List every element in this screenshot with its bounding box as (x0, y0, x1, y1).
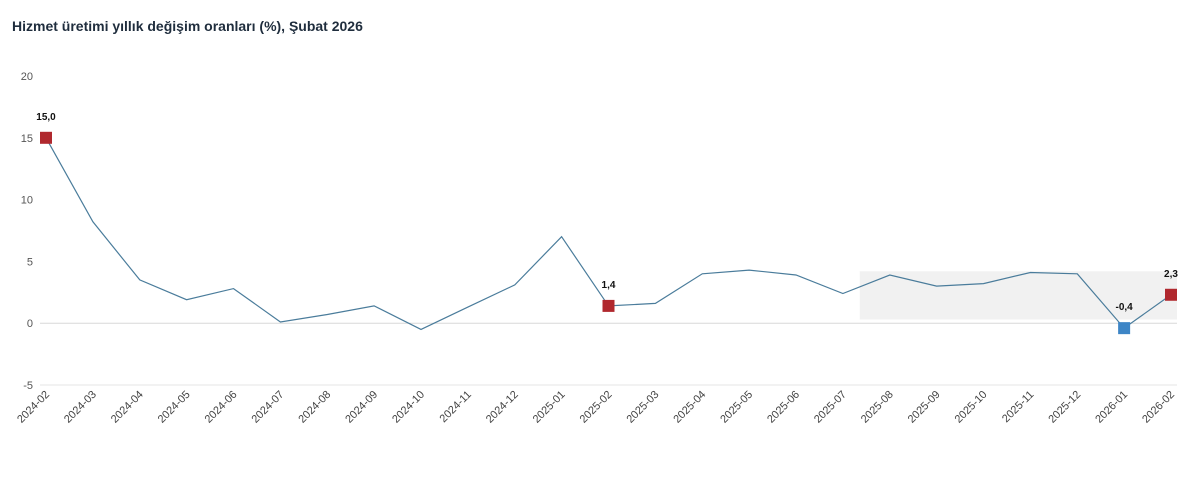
x-tick-label: 2025-07 (812, 389, 849, 426)
x-tick-label: 2025-09 (906, 389, 943, 426)
data-label: 2,3 (1164, 269, 1178, 280)
x-tick-label: 2024-12 (484, 389, 521, 426)
y-tick-label: -5 (23, 380, 33, 392)
y-tick-label: 15 (21, 133, 33, 145)
highlight-marker (1118, 322, 1131, 335)
x-tick-label: 2024-04 (109, 389, 146, 426)
x-tick-label: 2026-01 (1093, 389, 1130, 426)
x-tick-label: 2025-01 (531, 389, 568, 426)
x-tick-label: 2025-08 (859, 389, 896, 426)
x-tick-label: 2024-07 (249, 389, 286, 426)
y-tick-label: 10 (21, 195, 33, 207)
x-tick-label: 2026-02 (1140, 389, 1177, 426)
tooltip-overlay (859, 271, 1177, 320)
y-tick-label: 0 (27, 318, 33, 330)
x-tick-label: 2024-09 (343, 389, 380, 426)
x-tick-label: 2025-05 (718, 389, 755, 426)
x-tick-label: 2024-11 (438, 389, 474, 425)
x-tick-label: 2024-03 (62, 389, 99, 426)
highlight-marker (40, 131, 52, 144)
x-tick-label: 2024-02 (15, 389, 52, 426)
y-tick-label: 5 (27, 256, 33, 268)
y-tick-label: 20 (21, 71, 33, 83)
chart-title: Hizmet üretimi yıllık değişim oranları (… (12, 18, 363, 34)
x-axis: 2024-02 2024-03 2024-04 2024-05 2024-06 2024-… (15, 389, 1177, 426)
x-tick-label: 2025-12 (1046, 389, 1083, 426)
data-label: 1,4 (602, 280, 616, 291)
x-tick-label: 2025-04 (671, 389, 708, 426)
highlight-markers: 15,0 1,4 -0,4 2,3 (36, 112, 1178, 335)
x-tick-label: 2025-11 (1000, 389, 1036, 425)
x-tick-label: 2025-02 (578, 389, 615, 426)
x-tick-label: 2025-06 (765, 389, 802, 426)
x-tick-label: 2024-06 (203, 389, 240, 426)
x-tick-label: 2025-10 (953, 389, 990, 426)
x-tick-label: 2025-03 (624, 389, 661, 426)
data-label: -0,4 (1116, 302, 1134, 313)
highlight-marker (602, 299, 615, 312)
y-axis: 20 15 10 5 0 -5 (21, 71, 33, 392)
data-label: 15,0 (36, 112, 56, 123)
x-tick-label: 2024-10 (390, 389, 427, 426)
x-tick-label: 2024-05 (156, 389, 193, 426)
highlight-marker (1165, 288, 1177, 301)
x-tick-label: 2024-08 (296, 389, 333, 426)
